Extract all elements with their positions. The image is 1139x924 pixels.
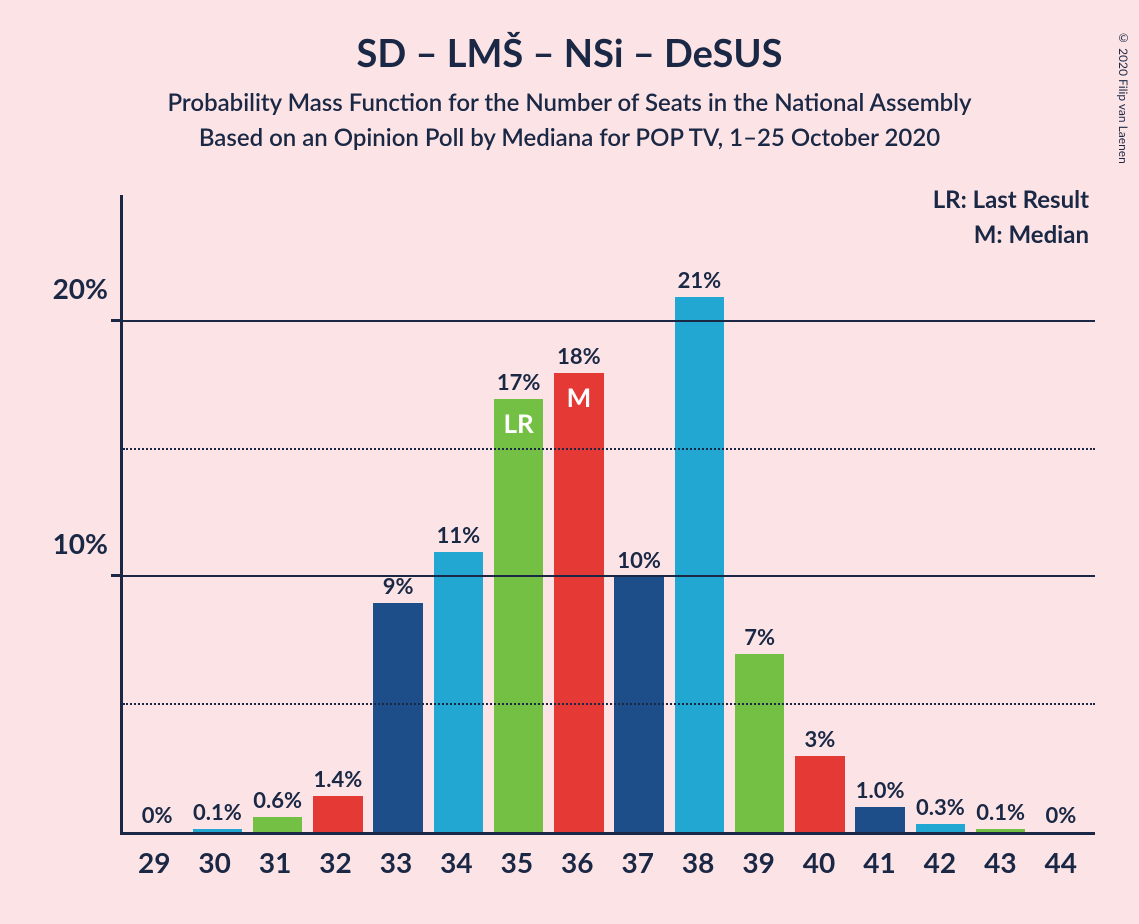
bar-slot: 0% xyxy=(127,195,187,832)
bar-slot: 21% xyxy=(669,195,729,832)
bar-slot: 0.6% xyxy=(248,195,308,832)
bar-value-label: 21% xyxy=(678,266,722,293)
bar-value-label: 1.0% xyxy=(856,776,905,803)
bar xyxy=(916,824,965,832)
bar-value-label: 0.1% xyxy=(976,798,1025,825)
bar-slot: 0.1% xyxy=(187,195,247,832)
bar-slot: 0% xyxy=(1031,195,1091,832)
bars-wrap: 0% 0.1% 0.6% 1.4%9% 11% 17% LR 18% M 10% 21% 7% 3% 1.… xyxy=(123,195,1095,832)
x-axis-label: 41 xyxy=(849,845,909,879)
chart-subtitle-2: Based on an Opinion Poll by Mediana for … xyxy=(30,123,1109,152)
chart-container: © 2020 Filip van Laenen SD – LMŠ – NSi –… xyxy=(0,0,1139,924)
x-axis-labels: 29303132333435363738394041424344 xyxy=(120,845,1095,879)
bar xyxy=(735,654,784,832)
gridline-major xyxy=(123,320,1095,322)
x-axis-label: 31 xyxy=(245,845,305,879)
bar xyxy=(855,807,904,832)
x-axis-label: 35 xyxy=(487,845,547,879)
bar-slot: 0.1% xyxy=(971,195,1031,832)
chart-title: SD – LMŠ – NSi – DeSUS xyxy=(30,30,1109,76)
bar-value-label: 0.3% xyxy=(916,793,965,820)
bar-slot: 1.0% xyxy=(850,195,910,832)
bar-slot: 7% xyxy=(730,195,790,832)
bar xyxy=(675,297,724,832)
gridline-minor xyxy=(123,448,1095,450)
y-tick xyxy=(111,319,123,322)
gridline-minor xyxy=(123,703,1095,705)
bar-value-label: 7% xyxy=(744,623,775,650)
x-axis-label: 43 xyxy=(970,845,1030,879)
x-axis-label: 44 xyxy=(1031,845,1091,879)
x-axis-label: 38 xyxy=(668,845,728,879)
x-axis-label: 34 xyxy=(426,845,486,879)
bar: M xyxy=(554,373,603,832)
x-axis-label: 32 xyxy=(305,845,365,879)
bar-value-label: 17% xyxy=(497,368,541,395)
bar-value-label: 0.6% xyxy=(253,786,302,813)
bar-value-label: 0% xyxy=(142,801,173,828)
x-axis-label: 42 xyxy=(910,845,970,879)
chart-subtitle: Probability Mass Function for the Number… xyxy=(30,88,1109,117)
bar xyxy=(313,796,362,832)
y-axis-label: 20% xyxy=(38,271,108,305)
bar-slot: 0.3% xyxy=(910,195,970,832)
bar xyxy=(193,829,242,832)
bar-value-label: 0% xyxy=(1045,801,1076,828)
bar: LR xyxy=(494,399,543,832)
bar-value-label: 18% xyxy=(557,342,601,369)
bar-value-label: 1.4% xyxy=(313,765,362,792)
x-axis-label: 39 xyxy=(728,845,788,879)
bar-value-label: 11% xyxy=(437,521,481,548)
bar xyxy=(795,756,844,832)
x-axis-label: 37 xyxy=(608,845,668,879)
x-axis-label: 36 xyxy=(547,845,607,879)
copyright-text: © 2020 Filip van Laenen xyxy=(1116,30,1131,164)
bar-inner-label: LR xyxy=(503,407,533,439)
bar xyxy=(434,552,483,832)
y-axis-label: 10% xyxy=(38,526,108,560)
bar-slot: 10% xyxy=(609,195,669,832)
bar-value-label: 0.1% xyxy=(193,798,242,825)
bar xyxy=(976,829,1025,832)
bar-slot: 9% xyxy=(368,195,428,832)
bar-slot: 18% M xyxy=(549,195,609,832)
bar xyxy=(253,817,302,832)
bar-slot: 3% xyxy=(790,195,850,832)
bar-slot: 1.4% xyxy=(308,195,368,832)
x-axis-label: 30 xyxy=(184,845,244,879)
bar-slot: 11% xyxy=(428,195,488,832)
gridline-major xyxy=(123,575,1095,577)
x-axis-label: 40 xyxy=(789,845,849,879)
x-axis-label: 29 xyxy=(124,845,184,879)
bar-slot: 17% LR xyxy=(489,195,549,832)
bar-value-label: 10% xyxy=(617,546,661,573)
y-tick xyxy=(111,574,123,577)
x-axis-label: 33 xyxy=(366,845,426,879)
bar-value-label: 3% xyxy=(804,725,835,752)
plot-area: 0% 0.1% 0.6% 1.4%9% 11% 17% LR 18% M 10% 21% 7% 3% 1.… xyxy=(120,195,1095,835)
bar xyxy=(373,603,422,832)
bar-inner-label: M xyxy=(567,381,592,413)
